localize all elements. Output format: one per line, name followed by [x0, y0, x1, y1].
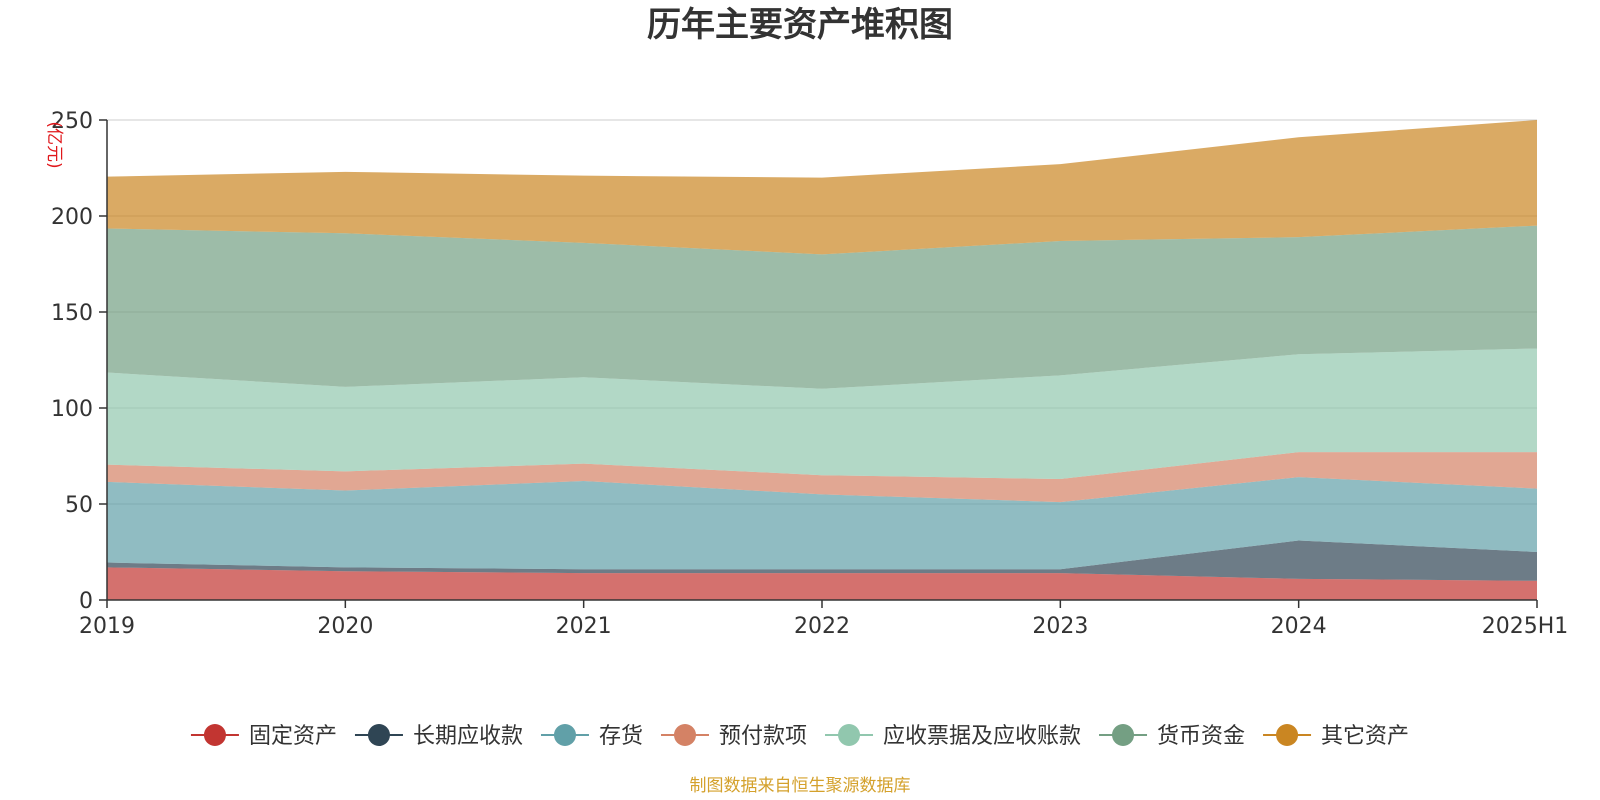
legend-marker-3 — [553, 724, 576, 746]
area-series-4 — [107, 452, 1537, 503]
legend-label-6: 货币资金 — [1157, 724, 1245, 749]
area-series — [107, 120, 1537, 600]
area-series-2 — [107, 540, 1537, 581]
y-axis-ticks: 0 50 100 150 200 250 — [51, 109, 107, 614]
legend-label-1: 固定资产 — [249, 724, 337, 749]
legend-marker-7 — [1276, 724, 1299, 746]
x-axis-ticks: 2019 2020 2021 2022 2023 2024 2025H1 — [79, 600, 1568, 639]
legend-label-2: 长期应收款 — [413, 724, 523, 749]
x-tick-label-2024: 2024 — [1271, 614, 1327, 639]
legend-marker-6 — [1112, 724, 1135, 746]
legend-item-4: 预付款项 — [660, 724, 807, 749]
y-tick-label-150: 150 — [51, 301, 93, 326]
legend-label-7: 其它资产 — [1321, 724, 1409, 749]
legend: 固定资产 长期应收款 存货 预付款项 应收票据及应收账款 货币资金 其它资产 — [190, 724, 1409, 749]
legend-label-4: 预付款项 — [719, 724, 807, 749]
x-tick-label-2023: 2023 — [1032, 614, 1088, 639]
x-tick-label-2021: 2021 — [556, 614, 612, 639]
y-tick-label-50: 50 — [65, 493, 93, 518]
legend-marker-1 — [203, 724, 226, 746]
x-tick-label-2020: 2020 — [317, 614, 373, 639]
legend-item-5: 应收票据及应收账款 — [825, 724, 1081, 749]
legend-item-2: 长期应收款 — [354, 724, 523, 749]
data-source-label: 制图数据来自恒生聚源数据库 — [690, 776, 911, 796]
y-tick-label-100: 100 — [51, 397, 93, 422]
y-axis-unit-label: (亿元) — [44, 121, 64, 168]
legend-label-5: 应收票据及应收账款 — [883, 724, 1081, 749]
x-tick-label-2025H1: 2025H1 — [1482, 614, 1569, 639]
legend-marker-5 — [838, 724, 861, 746]
legend-marker-4 — [673, 724, 696, 746]
area-series-5 — [107, 348, 1537, 480]
area-series-6 — [107, 225, 1537, 389]
area-series-1 — [107, 567, 1537, 600]
legend-item-3: 存货 — [540, 724, 643, 749]
legend-item-6: 货币资金 — [1099, 724, 1245, 749]
y-tick-label-250: 250 — [51, 109, 93, 134]
y-tick-label-200: 200 — [51, 205, 93, 230]
legend-label-3: 存货 — [599, 724, 643, 749]
area-series-3 — [107, 477, 1537, 570]
x-tick-label-2019: 2019 — [79, 614, 135, 639]
legend-item-1: 固定资产 — [190, 724, 337, 749]
x-tick-label-2022: 2022 — [794, 614, 850, 639]
legend-item-7: 其它资产 — [1263, 724, 1409, 749]
area-series-7 — [107, 120, 1537, 255]
y-tick-label-0: 0 — [79, 589, 93, 614]
legend-marker-2 — [367, 724, 390, 746]
chart-title: 历年主要资产堆积图 — [647, 5, 953, 45]
